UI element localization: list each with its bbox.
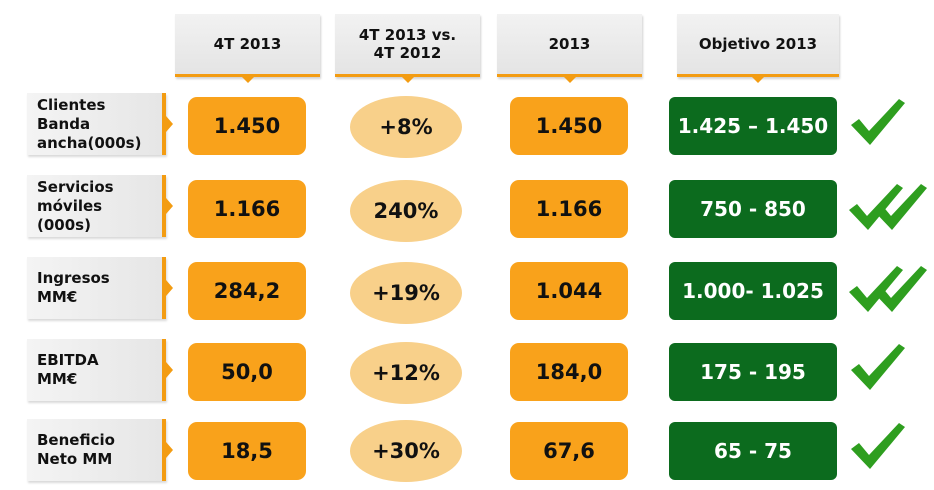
- cell-change-value: +12%: [350, 342, 462, 404]
- row-label-text: Ingresos MM€: [37, 269, 110, 306]
- header-label: 4T 2013: [213, 35, 282, 53]
- row-label-text: Clientes Banda ancha(000s): [37, 95, 142, 152]
- cell-target-value: 175 - 195: [669, 343, 837, 401]
- row-label-ebitda: EBITDA MM€: [27, 339, 173, 401]
- cell-target-value: 1.425 – 1.450: [669, 97, 837, 155]
- row-label-text: Servicios móviles (000s): [37, 177, 114, 234]
- cell-change-value: +8%: [350, 96, 462, 158]
- cell-year-value: 1.166: [510, 180, 628, 238]
- cell-year-value: 1.450: [510, 97, 628, 155]
- cell-q4-value: 1.166: [188, 180, 306, 238]
- cell-year-value: 1.044: [510, 262, 628, 320]
- row-label-text: EBITDA MM€: [37, 351, 99, 388]
- check-icon: [851, 99, 905, 145]
- row-label-clientes-banda-ancha: Clientes Banda ancha(000s): [27, 93, 173, 155]
- cell-year-value: 184,0: [510, 343, 628, 401]
- cell-q4-value: 18,5: [188, 422, 306, 480]
- cell-change-value: 240%: [350, 180, 462, 242]
- check-icon: [851, 344, 905, 390]
- cell-q4-value: 284,2: [188, 262, 306, 320]
- row-label-beneficio-neto: Beneficio Neto MM: [27, 419, 173, 481]
- double-check-icon: [849, 184, 927, 230]
- cell-q4-value: 50,0: [188, 343, 306, 401]
- row-label-text: Beneficio Neto MM: [37, 431, 115, 468]
- header-4t-2013-vs-4t-2012: 4T 2013 vs. 4T 2012: [335, 14, 480, 83]
- cell-change-value: +19%: [350, 262, 462, 324]
- header-objetivo-2013: Objetivo 2013: [677, 14, 839, 83]
- cell-target-value: 750 - 850: [669, 180, 837, 238]
- cell-q4-value: 1.450: [188, 97, 306, 155]
- header-4t-2013: 4T 2013: [175, 14, 320, 83]
- cell-target-value: 1.000- 1.025: [669, 262, 837, 320]
- row-label-servicios-moviles: Servicios móviles (000s): [27, 175, 173, 237]
- header-2013: 2013: [497, 14, 642, 83]
- header-label: 2013: [548, 35, 591, 53]
- check-icon: [851, 423, 905, 469]
- header-label: 4T 2013 vs. 4T 2012: [358, 26, 457, 62]
- cell-target-value: 65 - 75: [669, 422, 837, 480]
- cell-year-value: 67,6: [510, 422, 628, 480]
- cell-change-value: +30%: [350, 420, 462, 482]
- double-check-icon: [849, 266, 927, 312]
- row-label-ingresos: Ingresos MM€: [27, 257, 173, 319]
- header-label: Objetivo 2013: [698, 35, 818, 53]
